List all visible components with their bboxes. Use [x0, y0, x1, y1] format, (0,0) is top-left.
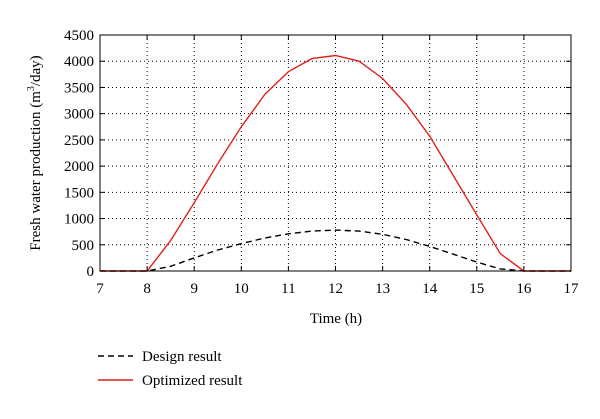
x-tick-label: 12 — [328, 281, 343, 297]
x-tick-label: 14 — [422, 281, 438, 297]
y-tick-label: 2000 — [64, 159, 94, 175]
x-tick-label: 10 — [234, 281, 249, 297]
series-line-optimized-result — [100, 54, 571, 272]
y-tick-label: 1000 — [64, 212, 94, 228]
x-tick-label: 13 — [375, 281, 390, 297]
y-tick-label: 4500 — [64, 28, 94, 44]
series-lines — [100, 54, 571, 272]
x-tick-label: 7 — [96, 281, 104, 297]
axis-ticks: 7 8 9 10 11 12 13 14 15 16 17 0 500 1000 1500 2000 2500 3… — [64, 28, 579, 297]
y-axis-label-tail: /day) — [28, 55, 44, 86]
x-tick-label: 11 — [281, 281, 295, 297]
x-tick-label: 15 — [469, 281, 484, 297]
y-axis-label-main: Fresh water production (m — [28, 91, 44, 251]
y-tick-label: 500 — [72, 238, 95, 254]
y-tick-label: 3000 — [64, 107, 94, 123]
legend-label: Design result — [142, 349, 222, 365]
y-axis-label-superscript: 3 — [26, 86, 37, 91]
y-tick-label: 1500 — [64, 185, 94, 201]
grid — [100, 35, 571, 271]
x-tick-label: 9 — [190, 281, 198, 297]
y-tick-label: 0 — [87, 264, 95, 280]
legend-label: Optimized result — [142, 373, 243, 389]
x-tick-label: 17 — [564, 281, 580, 297]
y-axis-label: Fresh water production (m3/day) — [26, 55, 44, 250]
legend: Design result Optimized result — [98, 349, 243, 389]
series-line-design-result — [100, 229, 571, 272]
x-tick-label: 8 — [143, 281, 151, 297]
y-tick-label: 2500 — [64, 133, 94, 149]
x-tick-label: 16 — [516, 281, 532, 297]
y-tick-label: 4000 — [64, 54, 94, 70]
y-tick-label: 3500 — [64, 80, 94, 96]
x-axis-label: Time (h) — [310, 311, 362, 327]
